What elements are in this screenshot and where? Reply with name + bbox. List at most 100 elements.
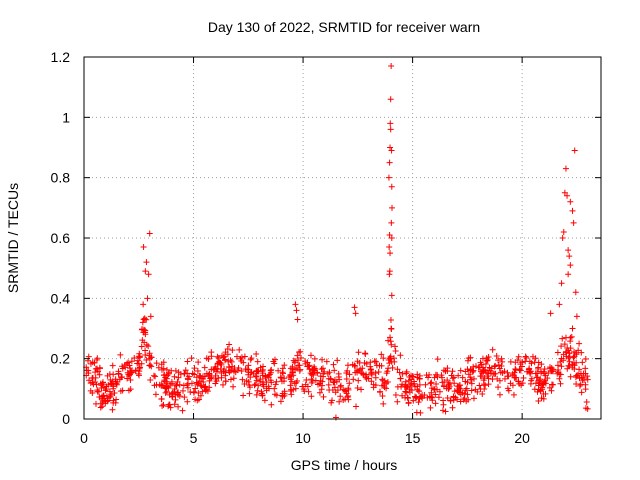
data-point	[163, 384, 170, 391]
data-point	[319, 356, 326, 363]
data-point	[346, 380, 353, 387]
data-point	[305, 388, 312, 395]
data-point	[260, 363, 267, 370]
data-point	[326, 369, 333, 376]
y-tick-label: 0.6	[51, 230, 71, 246]
data-point	[239, 376, 246, 383]
data-point	[464, 391, 471, 398]
data-point	[567, 198, 574, 205]
data-point	[565, 347, 572, 354]
data-point	[478, 373, 485, 380]
data-point	[267, 369, 274, 376]
data-point	[303, 377, 310, 384]
data-point	[344, 394, 351, 401]
data-point	[212, 375, 219, 382]
data-point	[387, 353, 394, 360]
data-point	[584, 405, 591, 412]
data-point	[387, 144, 394, 151]
data-point	[340, 386, 347, 393]
data-point	[319, 365, 326, 372]
data-point	[491, 370, 498, 377]
data-point	[433, 380, 440, 387]
data-point	[194, 381, 201, 388]
data-point	[399, 381, 406, 388]
data-point	[378, 362, 385, 369]
data-point	[263, 387, 270, 394]
data-point	[253, 350, 260, 357]
data-point	[499, 358, 506, 365]
data-point	[495, 357, 502, 364]
data-point	[540, 391, 547, 398]
data-point	[450, 374, 457, 381]
data-point	[293, 365, 300, 372]
data-point	[343, 376, 350, 383]
y-tick-label: 1	[62, 109, 70, 125]
data-point	[173, 382, 180, 389]
data-point	[392, 348, 399, 355]
data-point	[236, 346, 243, 353]
data-point	[175, 374, 182, 381]
data-point	[562, 165, 569, 172]
data-point	[325, 381, 332, 388]
data-point	[412, 394, 419, 401]
data-point	[387, 316, 394, 323]
data-point	[229, 363, 236, 370]
data-point	[403, 389, 410, 396]
data-point	[396, 369, 403, 376]
data-point	[294, 316, 301, 323]
data-point	[571, 362, 578, 369]
data-point	[195, 390, 202, 397]
data-point	[465, 371, 472, 378]
data-point	[100, 392, 107, 399]
data-point	[368, 378, 375, 385]
data-point	[387, 120, 394, 127]
data-point	[96, 364, 103, 371]
data-point	[429, 397, 436, 404]
data-point	[368, 369, 375, 376]
data-point	[526, 369, 533, 376]
data-point	[330, 361, 337, 368]
data-point	[439, 379, 446, 386]
data-point	[152, 391, 159, 398]
data-point	[331, 379, 338, 386]
data-point	[431, 374, 438, 381]
data-point	[108, 391, 115, 398]
data-point	[198, 383, 205, 390]
data-point	[186, 373, 193, 380]
data-point	[134, 357, 141, 364]
data-point	[270, 358, 277, 365]
data-point	[380, 400, 387, 407]
data-point	[385, 174, 392, 181]
data-point	[243, 377, 250, 384]
data-point	[463, 398, 470, 405]
data-point	[345, 396, 352, 403]
data-point	[394, 398, 401, 405]
data-point	[462, 387, 469, 394]
data-point	[127, 386, 134, 393]
data-point	[191, 365, 198, 372]
data-point	[159, 382, 166, 389]
data-point	[485, 381, 492, 388]
data-point	[257, 376, 264, 383]
data-point	[573, 313, 580, 320]
data-point	[489, 346, 496, 353]
data-point	[175, 369, 182, 376]
data-point	[138, 343, 145, 350]
data-point	[302, 381, 309, 388]
data-point	[468, 387, 475, 394]
data-point	[125, 359, 132, 366]
data-point	[363, 375, 370, 382]
y-tick-label: 0.2	[51, 351, 71, 367]
data-point	[355, 349, 362, 356]
data-point	[397, 375, 404, 382]
data-point	[291, 380, 298, 387]
data-point	[482, 382, 489, 389]
data-point	[222, 378, 229, 385]
data-point	[388, 235, 395, 241]
data-point	[113, 396, 120, 403]
data-point	[558, 363, 565, 370]
data-point	[440, 367, 447, 374]
data-point	[95, 388, 102, 395]
data-point	[523, 354, 530, 361]
data-point	[352, 310, 359, 317]
